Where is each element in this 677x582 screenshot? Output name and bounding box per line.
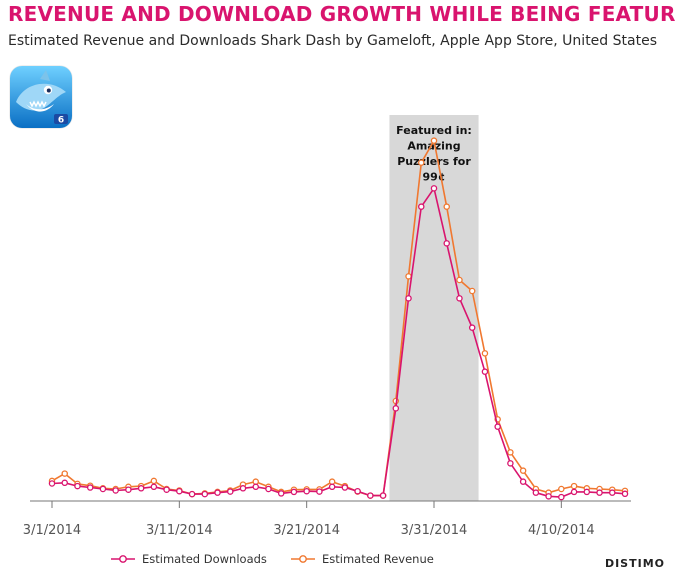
- data-point: [443, 240, 450, 247]
- data-point: [150, 477, 158, 485]
- data-point: [316, 488, 323, 495]
- data-point: [214, 489, 221, 496]
- data-point: [341, 484, 349, 491]
- data-point: [303, 487, 310, 495]
- featured-annotation-line: Puzzlers for: [397, 155, 471, 168]
- data-point: [621, 490, 629, 498]
- data-point: [265, 485, 272, 493]
- data-point: [468, 287, 476, 295]
- featured-annotation-line: Featured in:: [396, 124, 472, 137]
- data-point: [558, 485, 565, 493]
- data-point: [481, 368, 489, 375]
- x-tick-label: 3/1/2014: [23, 523, 81, 538]
- data-point: [86, 484, 94, 491]
- data-point: [112, 487, 119, 494]
- legend-item-downloads: Estimated Downloads: [110, 552, 267, 566]
- data-point: [150, 483, 158, 491]
- data-point: [519, 478, 527, 485]
- x-tick-label: 4/10/2014: [528, 523, 595, 538]
- legend-label-downloads: Estimated Downloads: [142, 552, 267, 566]
- x-tick-label: 3/21/2014: [273, 523, 340, 538]
- data-point: [405, 273, 412, 280]
- data-point: [596, 489, 603, 496]
- data-point: [227, 488, 234, 495]
- data-point: [163, 486, 170, 493]
- series-line: [51, 139, 626, 497]
- data-point: [456, 295, 463, 302]
- legend-swatch-revenue: [291, 555, 315, 563]
- x-tick-label: 3/11/2014: [146, 523, 213, 538]
- data-point: [545, 493, 552, 500]
- data-point: [379, 492, 387, 499]
- data-point: [367, 492, 374, 499]
- data-point: [252, 483, 259, 491]
- data-point: [277, 490, 285, 497]
- data-point: [418, 203, 425, 210]
- x-tick-label: 3/31/2014: [401, 523, 468, 538]
- shark-icon: 6: [10, 66, 72, 128]
- data-point: [494, 423, 501, 430]
- data-point: [443, 203, 450, 210]
- data-point: [74, 482, 81, 490]
- legend-swatch-downloads: [111, 555, 135, 563]
- chart-title: REVENUE AND DOWNLOAD GROWTH WHILE BEING …: [8, 2, 677, 26]
- svg-text:6: 6: [58, 116, 64, 126]
- data-point: [252, 478, 259, 485]
- legend-label-revenue: Estimated Revenue: [322, 552, 434, 566]
- data-point: [48, 480, 56, 487]
- data-point: [137, 485, 145, 492]
- data-point: [392, 405, 400, 412]
- series-line: [51, 187, 626, 498]
- data-point: [609, 489, 616, 496]
- data-point: [405, 295, 412, 302]
- data-point: [99, 485, 107, 493]
- shark-dash-app-icon: 6: [10, 66, 72, 128]
- series-revenue: [48, 137, 629, 499]
- data-point: [468, 324, 476, 331]
- data-point: [507, 460, 514, 467]
- series-downloads: [48, 185, 629, 501]
- data-point: [201, 490, 209, 498]
- data-point: [532, 489, 540, 496]
- data-point: [570, 482, 578, 490]
- chart-subtitle: Estimated Revenue and Downloads Shark Da…: [8, 33, 657, 49]
- data-point: [188, 490, 196, 498]
- data-point: [570, 488, 578, 496]
- data-point: [430, 185, 438, 192]
- data-point: [418, 159, 425, 166]
- data-point: [519, 467, 527, 474]
- data-point: [583, 488, 591, 496]
- data-point: [481, 350, 489, 357]
- data-point: [430, 137, 438, 144]
- data-point: [456, 276, 463, 284]
- data-point: [239, 485, 247, 492]
- legend-item-revenue: Estimated Revenue: [290, 552, 434, 566]
- data-point: [507, 449, 514, 456]
- data-point: [328, 483, 336, 491]
- chart-legend: Estimated Downloads Estimated Revenue: [0, 552, 677, 578]
- data-point: [176, 487, 183, 495]
- data-point: [558, 493, 565, 501]
- featured-annotation-line: Amazing: [407, 140, 460, 153]
- data-point: [290, 488, 298, 496]
- data-point: [328, 478, 336, 485]
- data-point: [61, 479, 68, 487]
- data-point: [61, 470, 68, 477]
- distimo-logo: DISTIMO: [604, 557, 665, 570]
- data-point: [125, 486, 132, 493]
- data-point: [354, 487, 361, 495]
